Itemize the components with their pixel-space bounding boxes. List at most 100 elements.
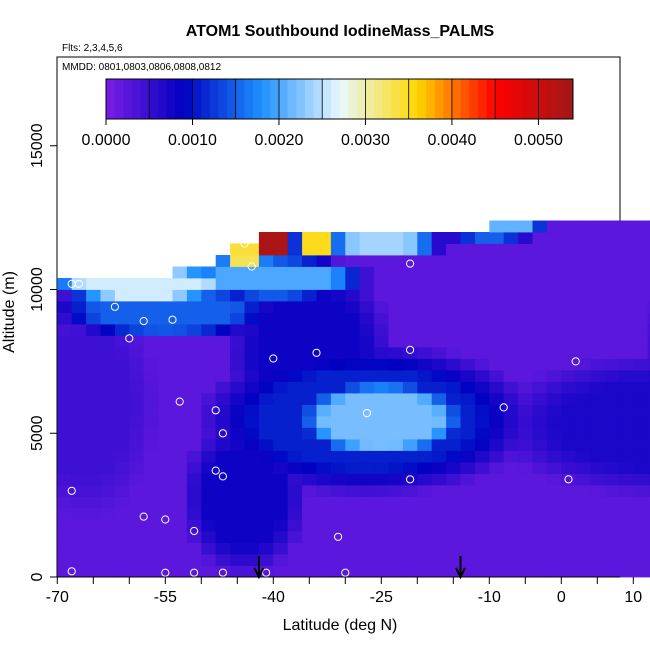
heatmap-cell xyxy=(633,255,649,267)
heatmap-cell xyxy=(402,243,418,256)
heatmap-cell xyxy=(158,496,173,509)
heatmap-cell xyxy=(474,462,490,474)
heatmap-cell xyxy=(575,324,591,336)
heatmap-cell xyxy=(474,347,490,359)
colorbar-border xyxy=(105,78,574,120)
heatmap-cell xyxy=(57,324,73,336)
heatmap-cell xyxy=(287,301,303,313)
heatmap-cell xyxy=(518,439,533,451)
heatmap-cell xyxy=(302,462,317,474)
heatmap-cell xyxy=(330,508,346,520)
heatmap-cell xyxy=(474,427,490,440)
heatmap-cell xyxy=(575,450,591,463)
heatmap-cell xyxy=(647,278,650,290)
heatmap-cell xyxy=(302,243,317,256)
heatmap-cell xyxy=(244,508,260,520)
heatmap-cell xyxy=(633,358,649,371)
heatmap-cell xyxy=(215,427,231,440)
heatmap-cell xyxy=(647,462,650,474)
heatmap-cell xyxy=(460,370,476,382)
heatmap-cell xyxy=(532,439,548,451)
heatmap-cell xyxy=(129,358,145,371)
heatmap-cell xyxy=(345,266,361,279)
heatmap-cell xyxy=(633,542,649,555)
heatmap-cell xyxy=(57,301,73,313)
heatmap-cell xyxy=(431,485,447,497)
heatmap-cell xyxy=(244,381,260,394)
sample-point xyxy=(564,475,573,484)
heatmap-cell xyxy=(546,324,562,336)
heatmap-cell xyxy=(532,381,548,394)
heatmap-cell xyxy=(474,485,490,497)
heatmap-cell xyxy=(633,450,649,463)
heatmap-cell xyxy=(258,301,274,313)
heatmap-cell xyxy=(57,393,73,405)
heatmap-cell xyxy=(230,565,245,578)
heatmap-cell xyxy=(374,312,389,325)
heatmap-cell xyxy=(143,289,159,302)
heatmap-cell xyxy=(244,335,260,348)
heatmap-cells xyxy=(57,220,650,578)
heatmap-cell xyxy=(417,531,433,543)
heatmap-cell xyxy=(503,243,519,256)
heatmap-cell xyxy=(287,565,303,578)
heatmap-cell xyxy=(618,404,634,417)
heatmap-cell xyxy=(374,381,389,394)
heatmap-cell xyxy=(71,462,87,474)
colorbar-segment xyxy=(235,79,245,119)
heatmap-cell xyxy=(489,531,505,543)
heatmap-cell xyxy=(647,473,650,486)
heatmap-cell xyxy=(633,335,649,348)
heatmap-cell xyxy=(417,301,433,313)
heatmap-cell xyxy=(71,347,87,359)
heatmap-cell xyxy=(474,370,490,382)
heatmap-cell xyxy=(215,565,231,578)
colorbar-segment xyxy=(149,79,159,119)
heatmap-cell xyxy=(230,485,245,497)
heatmap-cell xyxy=(287,404,303,417)
heatmap-cell xyxy=(503,347,519,359)
heatmap-cell xyxy=(86,496,101,509)
heatmap-cell xyxy=(561,542,577,555)
heatmap-cell xyxy=(71,531,87,543)
heatmap-cell xyxy=(143,404,159,417)
heatmap-cell xyxy=(431,554,447,566)
heatmap-cell xyxy=(590,393,605,405)
heatmap-cell xyxy=(330,370,346,382)
heatmap-cell xyxy=(273,450,289,463)
heatmap-cell xyxy=(86,565,101,578)
heatmap-cell xyxy=(546,542,562,555)
heatmap-cell xyxy=(57,335,73,348)
heatmap-cell xyxy=(345,508,361,520)
heatmap-cell xyxy=(489,312,505,325)
heatmap-cell xyxy=(172,404,188,417)
heatmap-cell xyxy=(258,347,274,359)
heatmap-cell xyxy=(316,347,332,359)
heatmap-cell xyxy=(546,232,562,244)
heatmap-cell xyxy=(575,243,591,256)
heatmap-cell xyxy=(158,565,173,578)
heatmap-cell xyxy=(316,404,332,417)
heatmap-cell xyxy=(359,370,375,382)
heatmap-cell xyxy=(215,439,231,451)
heatmap-cell xyxy=(114,324,130,336)
heatmap-cell xyxy=(460,496,476,509)
heatmap-cell xyxy=(86,531,101,543)
heatmap-cell xyxy=(402,404,418,417)
heatmap-cell xyxy=(215,554,231,566)
heatmap-cell xyxy=(446,496,461,509)
heatmap-cell xyxy=(302,496,317,509)
heatmap-cell xyxy=(575,358,591,371)
sample-point xyxy=(334,532,343,541)
heatmap-cell xyxy=(114,347,130,359)
heatmap-cell xyxy=(302,473,317,486)
heatmap-cell xyxy=(561,278,577,290)
heatmap-cell xyxy=(374,324,389,336)
heatmap-cell xyxy=(532,450,548,463)
heatmap-cell xyxy=(114,427,130,440)
heatmap-cell xyxy=(129,278,145,290)
heatmap-cell xyxy=(258,531,274,543)
heatmap-cell xyxy=(57,278,73,290)
heatmap-cell xyxy=(114,462,130,474)
heatmap-cell xyxy=(532,301,548,313)
